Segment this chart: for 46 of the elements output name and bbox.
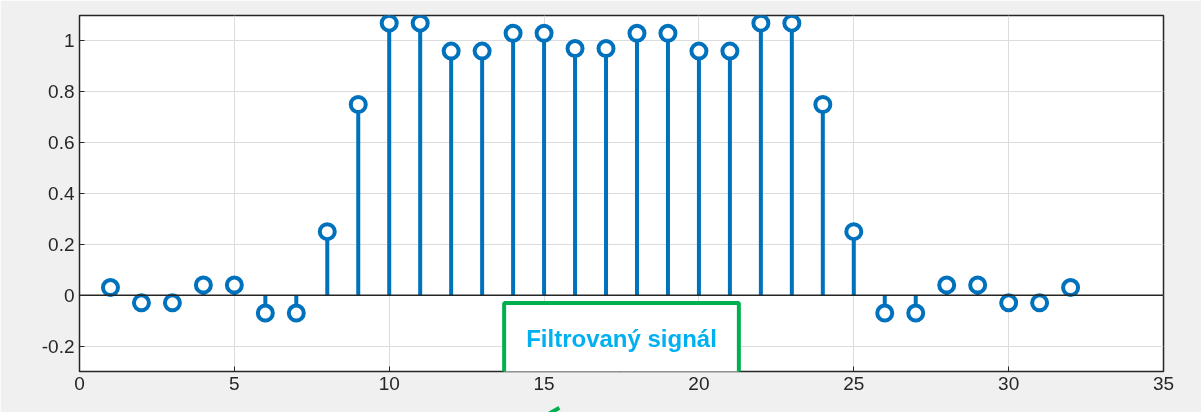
point	[782, 15, 802, 33]
x-tick-label: 35	[1152, 372, 1175, 394]
y-tick-label: 0.8	[48, 81, 75, 103]
point	[1030, 293, 1050, 313]
point	[751, 15, 771, 33]
x-tick-label: 25	[843, 372, 865, 394]
y-tick-label: 0.4	[48, 183, 75, 204]
point	[348, 95, 368, 114]
point	[720, 41, 740, 61]
point	[441, 41, 461, 61]
y-tick-label: 1	[63, 30, 75, 52]
y-tick-label: -0.2	[41, 335, 75, 357]
point	[937, 275, 957, 295]
point	[875, 303, 895, 323]
point	[317, 222, 337, 242]
y-tick-label: 0	[63, 284, 75, 306]
point	[596, 39, 616, 59]
point	[193, 275, 213, 295]
y-tick-label: 0.2	[48, 233, 75, 255]
y-tick-label: 0.6	[48, 132, 75, 154]
point	[131, 293, 151, 313]
point	[906, 303, 926, 323]
point	[472, 41, 492, 61]
point	[255, 303, 275, 323]
x-tick-label: 20	[688, 372, 710, 394]
point	[627, 23, 647, 43]
point	[534, 23, 554, 43]
point	[162, 293, 182, 313]
x-tick-label: 30	[998, 372, 1020, 394]
point	[844, 222, 864, 242]
x-tick-label: 10	[378, 372, 400, 394]
point	[1061, 278, 1081, 298]
point	[286, 303, 306, 323]
x-tick-label: 5	[229, 372, 240, 394]
point	[689, 41, 709, 61]
point	[503, 23, 523, 43]
point	[658, 23, 678, 43]
point	[410, 15, 430, 33]
point	[224, 275, 244, 295]
annotation: Filtrovaný signál	[526, 324, 717, 352]
point	[379, 15, 399, 33]
point	[968, 275, 988, 295]
point	[999, 293, 1019, 313]
point	[813, 95, 833, 114]
point	[565, 39, 585, 59]
point	[100, 278, 120, 298]
